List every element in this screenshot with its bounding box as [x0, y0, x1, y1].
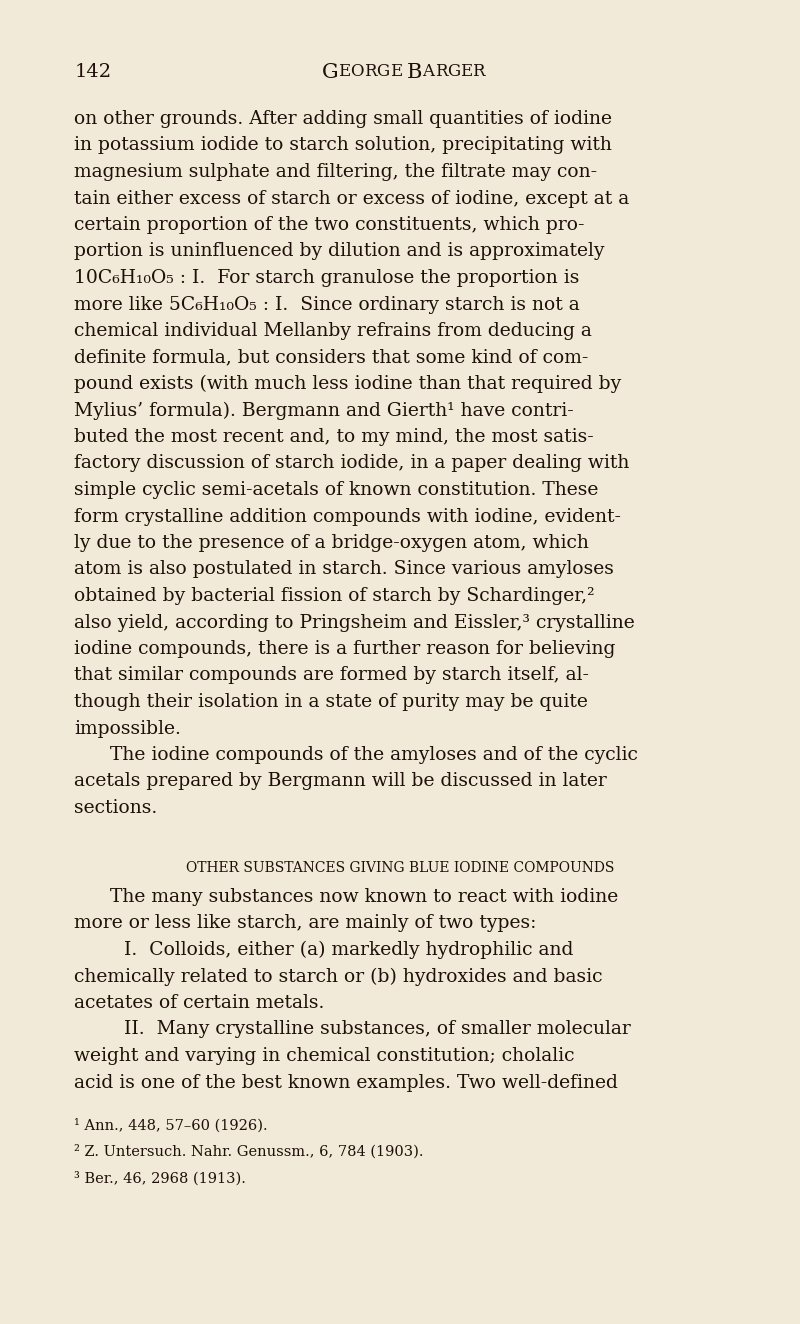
- Text: ³ Ber., 46, 2968 (1913).: ³ Ber., 46, 2968 (1913).: [74, 1170, 246, 1185]
- Text: pound exists (with much less iodine than that required by: pound exists (with much less iodine than…: [74, 375, 622, 393]
- Text: weight and varying in chemical constitution; cholalic: weight and varying in chemical constitut…: [74, 1047, 575, 1064]
- Text: ly due to the presence of a bridge-oxygen atom, which: ly due to the presence of a bridge-oxyge…: [74, 534, 590, 552]
- Text: E: E: [390, 64, 402, 81]
- Text: chemically related to starch or (b) hydroxides and basic: chemically related to starch or (b) hydr…: [74, 968, 603, 986]
- Text: OTHER SUBSTANCES GIVING BLUE IODINE COMPOUNDS: OTHER SUBSTANCES GIVING BLUE IODINE COMP…: [186, 862, 614, 875]
- Text: ¹ Ann., 448, 57–60 (1926).: ¹ Ann., 448, 57–60 (1926).: [74, 1117, 268, 1132]
- Text: G: G: [377, 64, 390, 81]
- Text: definite formula, but considers that some kind of com­: definite formula, but considers that som…: [74, 348, 589, 367]
- Text: R: R: [473, 64, 485, 81]
- Text: obtained by bacterial fission of starch by Schardinger,²: obtained by bacterial fission of starch …: [74, 587, 595, 605]
- Text: B: B: [407, 62, 422, 82]
- Text: I.  Colloids, either (a) markedly hydrophilic and: I. Colloids, either (a) markedly hydroph…: [125, 941, 574, 960]
- Text: The many substances now known to react with iodine: The many substances now known to react w…: [110, 888, 618, 906]
- Text: E: E: [460, 64, 473, 81]
- Text: G: G: [322, 62, 338, 82]
- Text: G: G: [447, 64, 460, 81]
- Text: 10C₆H₁₀O₅ : I.  For starch granulose the proportion is: 10C₆H₁₀O₅ : I. For starch granulose the …: [74, 269, 580, 287]
- Text: form crystalline addition compounds with iodine, evident­: form crystalline addition compounds with…: [74, 507, 622, 526]
- Text: acid is one of the best known examples. Two well-defined: acid is one of the best known examples. …: [74, 1074, 618, 1091]
- Text: sections.: sections.: [74, 798, 158, 817]
- Text: more like 5C₆H₁₀O₅ : I.  Since ordinary starch is not a: more like 5C₆H₁₀O₅ : I. Since ordinary s…: [74, 295, 580, 314]
- Text: A: A: [422, 64, 434, 81]
- Text: though their isolation in a state of purity may be quite: though their isolation in a state of pur…: [74, 692, 588, 711]
- Text: chemical individual Mellanby refrains from deducing a: chemical individual Mellanby refrains fr…: [74, 322, 592, 340]
- Text: ² Z. Untersuch. Nahr. Genussm., 6, 784 (1903).: ² Z. Untersuch. Nahr. Genussm., 6, 784 (…: [74, 1144, 424, 1158]
- Text: acetates of certain metals.: acetates of certain metals.: [74, 994, 325, 1012]
- Text: that similar compounds are formed by starch itself, al­: that similar compounds are formed by sta…: [74, 666, 590, 685]
- Text: in potassium iodide to starch solution, precipitating with: in potassium iodide to starch solution, …: [74, 136, 612, 155]
- Text: R: R: [364, 64, 377, 81]
- Text: E: E: [338, 64, 350, 81]
- Text: on other grounds. After adding small quantities of iodine: on other grounds. After adding small qua…: [74, 110, 613, 128]
- Text: R: R: [434, 64, 447, 81]
- Text: buted the most recent and, to my mind, the most satis­: buted the most recent and, to my mind, t…: [74, 428, 594, 446]
- Text: magnesium sulphate and filtering, the filtrate may con­: magnesium sulphate and filtering, the fi…: [74, 163, 598, 181]
- Text: impossible.: impossible.: [74, 719, 182, 737]
- Text: factory discussion of starch iodide, in a paper dealing with: factory discussion of starch iodide, in …: [74, 454, 630, 473]
- Text: more or less like starch, are mainly of two types:: more or less like starch, are mainly of …: [74, 915, 537, 932]
- Text: tain either excess of starch or excess of iodine, except at a: tain either excess of starch or excess o…: [74, 189, 630, 208]
- Text: II.  Many crystalline substances, of smaller molecular: II. Many crystalline substances, of smal…: [125, 1021, 631, 1038]
- Text: acetals prepared by Bergmann will be discussed in later: acetals prepared by Bergmann will be dis…: [74, 772, 607, 790]
- Text: portion is uninfluenced by dilution and is approximately: portion is uninfluenced by dilution and …: [74, 242, 605, 261]
- Text: iodine compounds, there is a further reason for believing: iodine compounds, there is a further rea…: [74, 639, 616, 658]
- Text: Mylius’ formula). Bergmann and Gierth¹ have contri­: Mylius’ formula). Bergmann and Gierth¹ h…: [74, 401, 574, 420]
- Text: atom is also postulated in starch. Since various amyloses: atom is also postulated in starch. Since…: [74, 560, 614, 579]
- Text: 142: 142: [74, 64, 111, 81]
- Text: The iodine compounds of the amyloses and of the cyclic: The iodine compounds of the amyloses and…: [110, 745, 638, 764]
- Text: also yield, according to Pringsheim and Eissler,³ crystalline: also yield, according to Pringsheim and …: [74, 613, 635, 632]
- Text: simple cyclic semi-acetals of known constitution. These: simple cyclic semi-acetals of known cons…: [74, 481, 598, 499]
- Text: certain proportion of the two constituents, which pro­: certain proportion of the two constituen…: [74, 216, 585, 234]
- Text: O: O: [350, 64, 364, 81]
